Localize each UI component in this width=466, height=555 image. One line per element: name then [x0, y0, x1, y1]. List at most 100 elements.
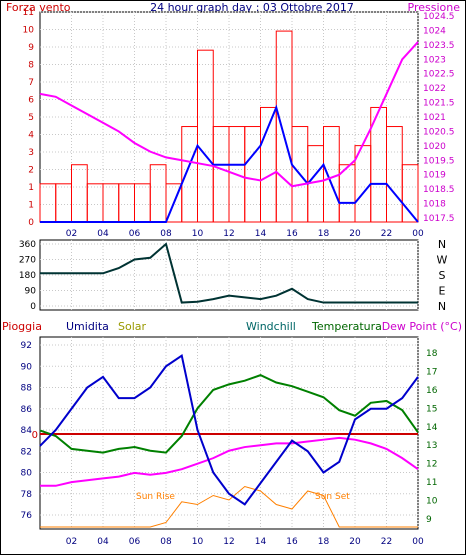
pressure-tick-label: 1022 — [423, 84, 446, 94]
wind-axis-label: Forza vento — [6, 1, 71, 14]
humidity-tick-labels: 92 90 88 86 84 82 80 78 76 — [21, 341, 33, 521]
sun-rise-annotation: Sun Rise — [136, 492, 175, 502]
compass-label: N — [438, 300, 446, 313]
degree-tick-label: 360 — [19, 240, 36, 250]
gust-bar — [401, 164, 419, 223]
temperature-tick-label: 11 — [426, 478, 437, 488]
temperature-tick-label: 18 — [426, 349, 438, 359]
rain-value-label: 0 — [32, 430, 38, 441]
panel1-hour-labels: 02 04 06 08 10 12 14 16 18 20 22 00 — [66, 229, 424, 239]
temperature-humidity-panel: Pioggia Umidita Solar Windchill Temperat… — [2, 320, 462, 547]
hour-tick-label: 04 — [97, 537, 109, 547]
pressure-tick-label: 1020.5 — [423, 127, 455, 137]
pressure-tick-label: 1023 — [423, 55, 446, 65]
legend-umidita: Umidita — [66, 320, 109, 333]
degree-tick-label: 0 — [30, 302, 36, 312]
hour-tick-label: 16 — [286, 537, 298, 547]
hour-tick-label: 02 — [66, 229, 77, 239]
temperature-tick-label: 14 — [426, 423, 438, 433]
hour-tick-label: 06 — [129, 537, 141, 547]
humidity-tick-label: 78 — [21, 490, 33, 500]
hour-tick-label: 14 — [255, 229, 267, 239]
hour-tick-label: 18 — [318, 537, 330, 547]
pressure-tick-label: 1024 — [423, 26, 446, 36]
temperature-tick-labels: 18 17 16 15 14 13 12 11 10 9 — [426, 349, 438, 525]
series-temperature-line — [39, 374, 419, 454]
temperature-tick-label: 15 — [426, 404, 437, 414]
series-solar-line — [40, 485, 418, 528]
hour-tick-label: 22 — [381, 229, 392, 239]
temperature-tick-label: 16 — [426, 386, 438, 396]
temperature-tick-label: 9 — [426, 515, 432, 525]
hour-tick-label: 10 — [192, 537, 204, 547]
pressure-tick-label: 1023.5 — [423, 41, 455, 51]
pressure-tick-label: 1017.5 — [423, 214, 455, 224]
pressure-tick-label: 1021 — [423, 113, 446, 123]
panel3-hour-labels: 02 04 06 08 10 12 14 16 18 20 22 00 — [66, 537, 424, 547]
compass-label: W — [437, 254, 448, 267]
humidity-tick-label: 82 — [21, 447, 32, 457]
legend-dew-point: Dew Point (°C) — [382, 320, 462, 333]
legend-pioggia: Pioggia — [2, 320, 42, 333]
hour-tick-label: 18 — [318, 229, 330, 239]
hour-tick-label: 20 — [349, 537, 361, 547]
wind-tick-label: 8 — [28, 61, 34, 71]
wind-tick-label: 7 — [28, 78, 34, 88]
hour-tick-label: 08 — [160, 229, 172, 239]
temperature-tick-label: 17 — [426, 367, 437, 377]
wind-tick-label: 6 — [28, 96, 34, 106]
hour-tick-label: 14 — [255, 537, 267, 547]
legend-temperatura: Temperatura — [311, 320, 382, 333]
pressure-tick-label: 1022.5 — [423, 70, 455, 80]
wind-tick-label: 1 — [28, 183, 34, 193]
pressure-tick-label: 1024.5 — [423, 12, 455, 22]
compass-label: N — [438, 238, 446, 251]
pressure-axis-label: Pressione — [408, 1, 461, 14]
pressure-tick-label: 1018 — [423, 200, 446, 210]
hour-tick-label: 06 — [129, 229, 141, 239]
degree-tick-label: 180 — [19, 271, 36, 281]
hour-tick-label: 00 — [412, 229, 424, 239]
temperature-tick-label: 10 — [426, 497, 438, 507]
wind-tick-label: 2 — [28, 166, 34, 176]
wind-tick-label: 9 — [28, 43, 34, 53]
pressure-tick-label: 1019.5 — [423, 156, 455, 166]
pressure-tick-label: 1021.5 — [423, 99, 455, 109]
series-wind-line — [40, 104, 419, 223]
hour-tick-label: 08 — [160, 537, 172, 547]
degree-tick-label: 90 — [25, 287, 37, 297]
direction-degree-labels: 360 270 180 90 0 — [19, 240, 36, 312]
hour-tick-label: 16 — [286, 229, 298, 239]
humidity-tick-label: 88 — [21, 384, 33, 394]
wind-tick-label: 5 — [28, 113, 34, 123]
compass-label: S — [439, 269, 446, 282]
wind-tick-label: 11 — [23, 8, 34, 18]
pressure-tick-label: 1019 — [423, 171, 446, 181]
degree-tick-label: 270 — [19, 256, 36, 266]
chart-title: 24 hour graph day : 03 Ottobre 2017 — [150, 1, 354, 14]
wind-tick-label: 10 — [23, 26, 35, 36]
sun-set-annotation: Sun Set — [315, 492, 350, 502]
pressure-tick-labels: 1017.5 1018 1018.5 1019 1019.5 1020 1020.5 1021… — [423, 12, 455, 224]
wind-tick-label: 1 — [28, 201, 34, 211]
pressure-tick-label: 1020 — [423, 142, 446, 152]
temperature-tick-label: 13 — [426, 441, 437, 451]
wind-tick-label: 4 — [28, 131, 34, 141]
compass-label: E — [439, 285, 446, 298]
temperature-tick-label: 12 — [426, 460, 437, 470]
series-humidity-line — [39, 353, 419, 506]
legend-windchill: Windchill — [246, 320, 296, 333]
humidity-tick-label: 84 — [21, 426, 33, 436]
series-pressure-line — [39, 41, 419, 188]
hour-tick-label: 12 — [223, 537, 234, 547]
hour-tick-label: 00 — [412, 537, 424, 547]
legend-solar: Solar — [118, 320, 147, 333]
direction-grid — [40, 240, 419, 310]
series-direction-line — [40, 242, 418, 304]
humidity-tick-label: 92 — [21, 341, 32, 351]
hour-tick-label: 22 — [381, 537, 392, 547]
hour-tick-label: 04 — [97, 229, 109, 239]
